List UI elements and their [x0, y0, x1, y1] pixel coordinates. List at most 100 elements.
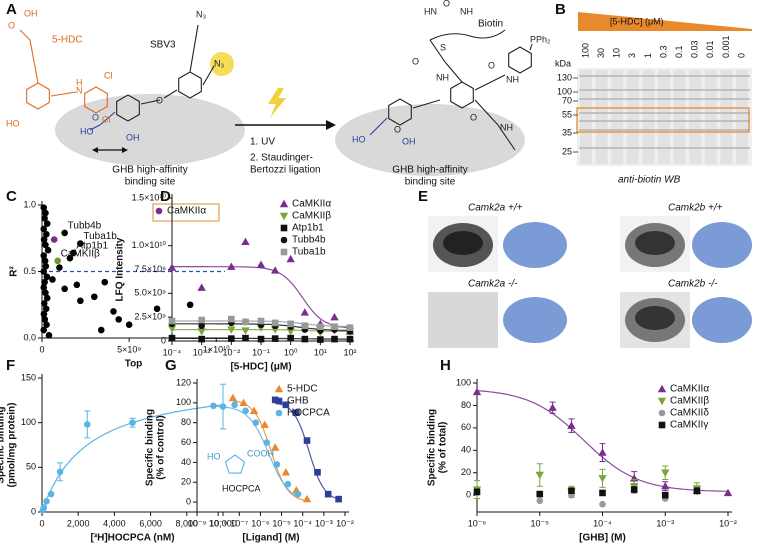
point	[129, 419, 136, 426]
point	[228, 393, 238, 402]
point	[598, 448, 607, 456]
bond	[444, 61, 463, 83]
point	[249, 406, 259, 414]
lane	[642, 70, 655, 164]
blot-caption: anti-biotin WB	[618, 175, 681, 186]
x-axis-label: Top	[125, 359, 143, 370]
x-axis-label: [Ligand] (M)	[242, 533, 299, 544]
point	[314, 469, 321, 476]
x-tick-label: 0	[39, 518, 44, 528]
y-tick-label: 100	[176, 397, 191, 407]
y-tick-label: 7.5×10⁹	[134, 264, 166, 274]
compound-label: 5-HDC	[52, 35, 83, 46]
y-tick-label: 0	[31, 506, 36, 516]
step-label: 2. Staudinger-	[250, 153, 313, 164]
atom-label: N₃	[196, 9, 206, 19]
point	[271, 335, 279, 342]
point	[90, 293, 98, 301]
point	[330, 312, 339, 321]
bond	[89, 124, 101, 131]
x-tick-label: 10⁻²	[222, 347, 240, 357]
arrow-head	[92, 147, 98, 153]
point	[40, 310, 48, 318]
point	[252, 419, 260, 426]
y-tick-label: 5.0×10⁹	[134, 288, 166, 298]
legend-label: HOCPCA	[287, 408, 330, 419]
point	[630, 486, 638, 493]
labeled-point	[61, 229, 68, 237]
panel-letter: E	[418, 188, 428, 205]
azide-highlight	[210, 52, 234, 76]
bond	[497, 124, 516, 151]
point	[284, 480, 292, 488]
atom-label: O	[394, 124, 401, 134]
brain-hippocampus	[443, 231, 483, 255]
y-tick-label: 100	[21, 417, 36, 427]
atom-label: Cl	[102, 114, 111, 124]
probe-label: SBV3	[150, 40, 176, 51]
atom-label: O	[470, 112, 477, 122]
panel-letter: C	[6, 188, 17, 205]
point	[45, 332, 53, 339]
nissl-section	[692, 297, 752, 343]
legend-label: Tuba1b	[292, 247, 326, 258]
y-tick-label: 0	[186, 496, 191, 506]
y-tick-label: 80	[461, 400, 471, 410]
point	[317, 323, 324, 330]
inset-label: HOCPCA	[222, 483, 261, 493]
legend-marker	[279, 199, 289, 208]
point	[548, 403, 557, 411]
point	[40, 236, 48, 243]
point	[228, 315, 235, 323]
lane	[595, 70, 608, 164]
bond	[163, 89, 178, 99]
point	[153, 305, 161, 313]
point	[40, 504, 48, 511]
point	[286, 254, 295, 263]
point	[43, 497, 50, 505]
point	[287, 334, 294, 342]
x-tick-label: 10⁻³	[315, 518, 333, 528]
point	[41, 215, 48, 222]
atom-label: OH	[126, 132, 140, 142]
legend-marker	[280, 236, 288, 244]
point	[599, 500, 606, 508]
brain-hippocampus	[635, 306, 675, 330]
point	[210, 402, 217, 410]
atom-label: NH	[500, 122, 513, 132]
atom-label: O	[412, 56, 419, 66]
y-axis-label: Specific binding	[427, 409, 438, 486]
point	[271, 396, 279, 404]
legend-label: CaMKIIα	[167, 206, 206, 217]
point	[723, 488, 733, 497]
lane	[611, 70, 624, 164]
point	[44, 246, 52, 254]
inset-label: HO	[207, 451, 221, 461]
lane	[704, 70, 717, 164]
step-label: 1. UV	[250, 137, 275, 148]
point	[346, 324, 354, 331]
concentration-label: 0.01	[705, 40, 715, 58]
point	[77, 297, 84, 305]
point	[47, 490, 55, 498]
x-tick-label: 10,000	[209, 518, 237, 528]
point	[536, 490, 544, 498]
lane	[736, 70, 748, 164]
x-tick-label: 10¹	[314, 347, 327, 357]
lane	[658, 70, 670, 164]
legend-marker	[279, 212, 289, 221]
y-tick-label: 1.0	[23, 199, 36, 209]
ring	[508, 46, 532, 74]
point	[197, 283, 206, 291]
legend-box	[152, 203, 220, 222]
legend-marker	[658, 409, 666, 417]
site-label: GHB high-affinity	[392, 165, 467, 176]
binding-pocket	[55, 94, 245, 166]
panel-letter: G	[165, 357, 177, 374]
x-tick-label: 10⁻⁸	[209, 518, 228, 528]
point	[49, 276, 56, 283]
point	[40, 268, 48, 275]
atom-label: OH	[24, 8, 38, 18]
lane	[580, 70, 592, 164]
